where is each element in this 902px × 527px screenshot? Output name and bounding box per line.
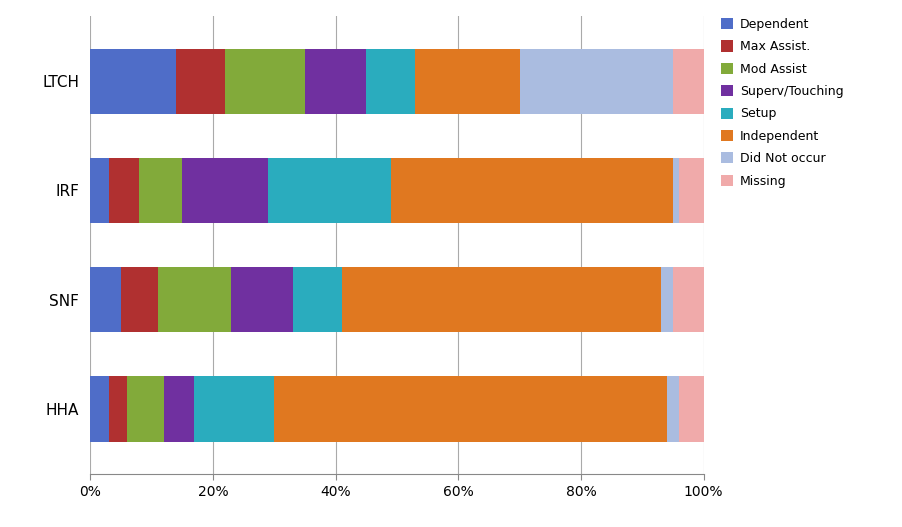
Bar [90,158,108,223]
Bar [667,376,679,442]
Bar [673,158,679,223]
Bar [673,267,704,333]
Bar [342,267,660,333]
Bar [679,158,704,223]
Bar [90,376,108,442]
Bar [226,48,305,114]
Bar [195,376,274,442]
Bar [90,267,121,333]
Bar [121,267,158,333]
Bar [520,48,673,114]
Bar [268,158,391,223]
Bar [182,158,268,223]
Bar [391,158,673,223]
Bar [90,48,176,114]
Legend: Dependent, Max Assist., Mod Assist, Superv/Touching, Setup, Independent, Did Not: Dependent, Max Assist., Mod Assist, Supe… [716,13,848,192]
Bar [660,267,673,333]
Bar [176,48,226,114]
Bar [108,376,127,442]
Bar [108,158,139,223]
Bar [305,48,366,114]
Bar [366,48,415,114]
Bar [158,267,231,333]
Bar [164,376,195,442]
Bar [231,267,292,333]
Bar [673,48,704,114]
Bar [415,48,520,114]
Bar [679,376,704,442]
Bar [127,376,164,442]
Bar [292,267,342,333]
Bar [274,376,667,442]
Bar [139,158,182,223]
